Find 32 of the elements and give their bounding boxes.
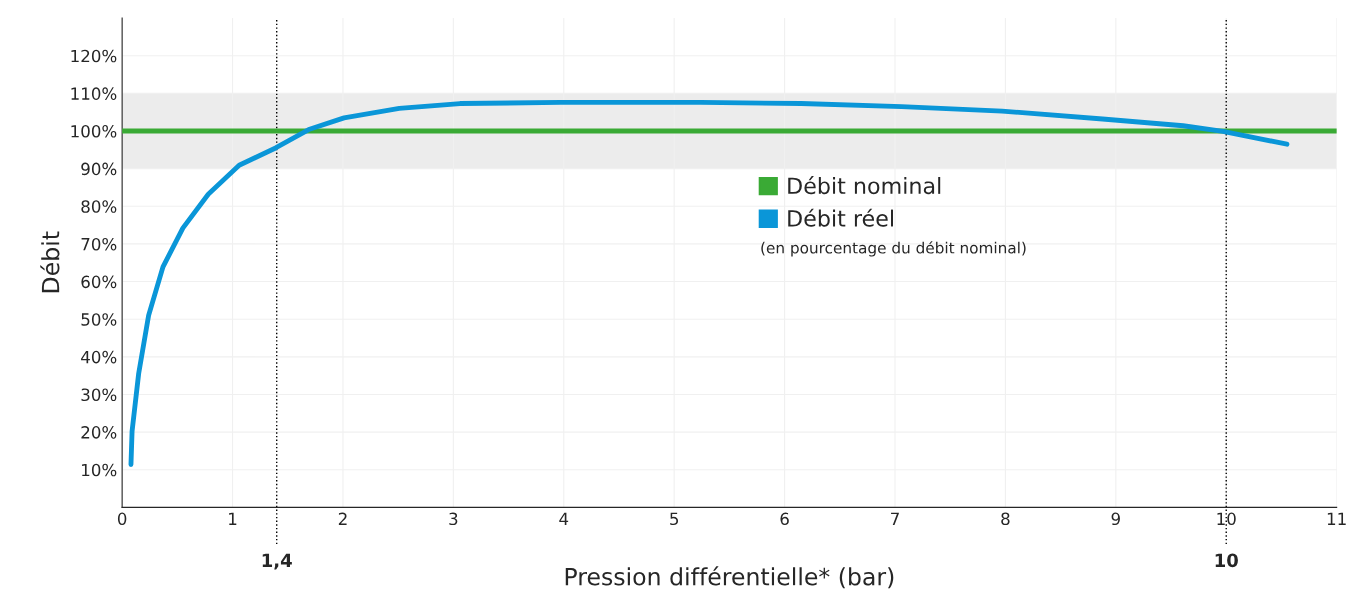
y-tick-label: 100% bbox=[71, 124, 117, 138]
y-tick-label: 70% bbox=[81, 237, 117, 251]
x-tick-label: 0 bbox=[117, 512, 127, 526]
y-tick-label: 50% bbox=[81, 313, 117, 326]
x-tick-label: 1 bbox=[229, 512, 237, 525]
y-tick-label: 30% bbox=[81, 388, 117, 402]
legend-label: Débit nominal bbox=[788, 176, 941, 195]
x-tick-label: 3 bbox=[449, 512, 458, 526]
x-axis-title: Pression différentielle* (bar) bbox=[565, 566, 894, 589]
ref-line-label: 1,4 bbox=[262, 553, 292, 570]
x-tick-label: 11 bbox=[1327, 512, 1346, 525]
y-tick-label: 10% bbox=[82, 463, 117, 477]
y-tick-label: 90% bbox=[81, 162, 117, 176]
x-tick-label: 4 bbox=[559, 512, 569, 525]
ref-line-label: 10 bbox=[1215, 553, 1238, 568]
x-tick-label: 10 bbox=[1217, 512, 1236, 526]
y-axis-title: Débit bbox=[40, 231, 60, 293]
line-series bbox=[128, 99, 1290, 467]
x-tick-label: 9 bbox=[1111, 512, 1120, 526]
y-tick-label: 110% bbox=[71, 87, 117, 100]
annotation: (en pourcentage du débit nominal) bbox=[761, 241, 1026, 257]
y-tick-label: 120% bbox=[71, 49, 117, 63]
x-tick-label: 6 bbox=[780, 512, 789, 526]
y-tick-label: 20% bbox=[81, 426, 117, 439]
legend-label: Débit réel bbox=[788, 208, 893, 227]
x-tick-label: 8 bbox=[1001, 512, 1010, 526]
x-tick-label: 7 bbox=[891, 512, 899, 525]
y-tick-label: 80% bbox=[81, 200, 117, 213]
x-tick-label: 2 bbox=[338, 512, 347, 525]
y-tick-label: 60% bbox=[81, 275, 117, 289]
x-tick-label: 5 bbox=[670, 512, 679, 526]
y-tick-label: 40% bbox=[81, 350, 117, 364]
